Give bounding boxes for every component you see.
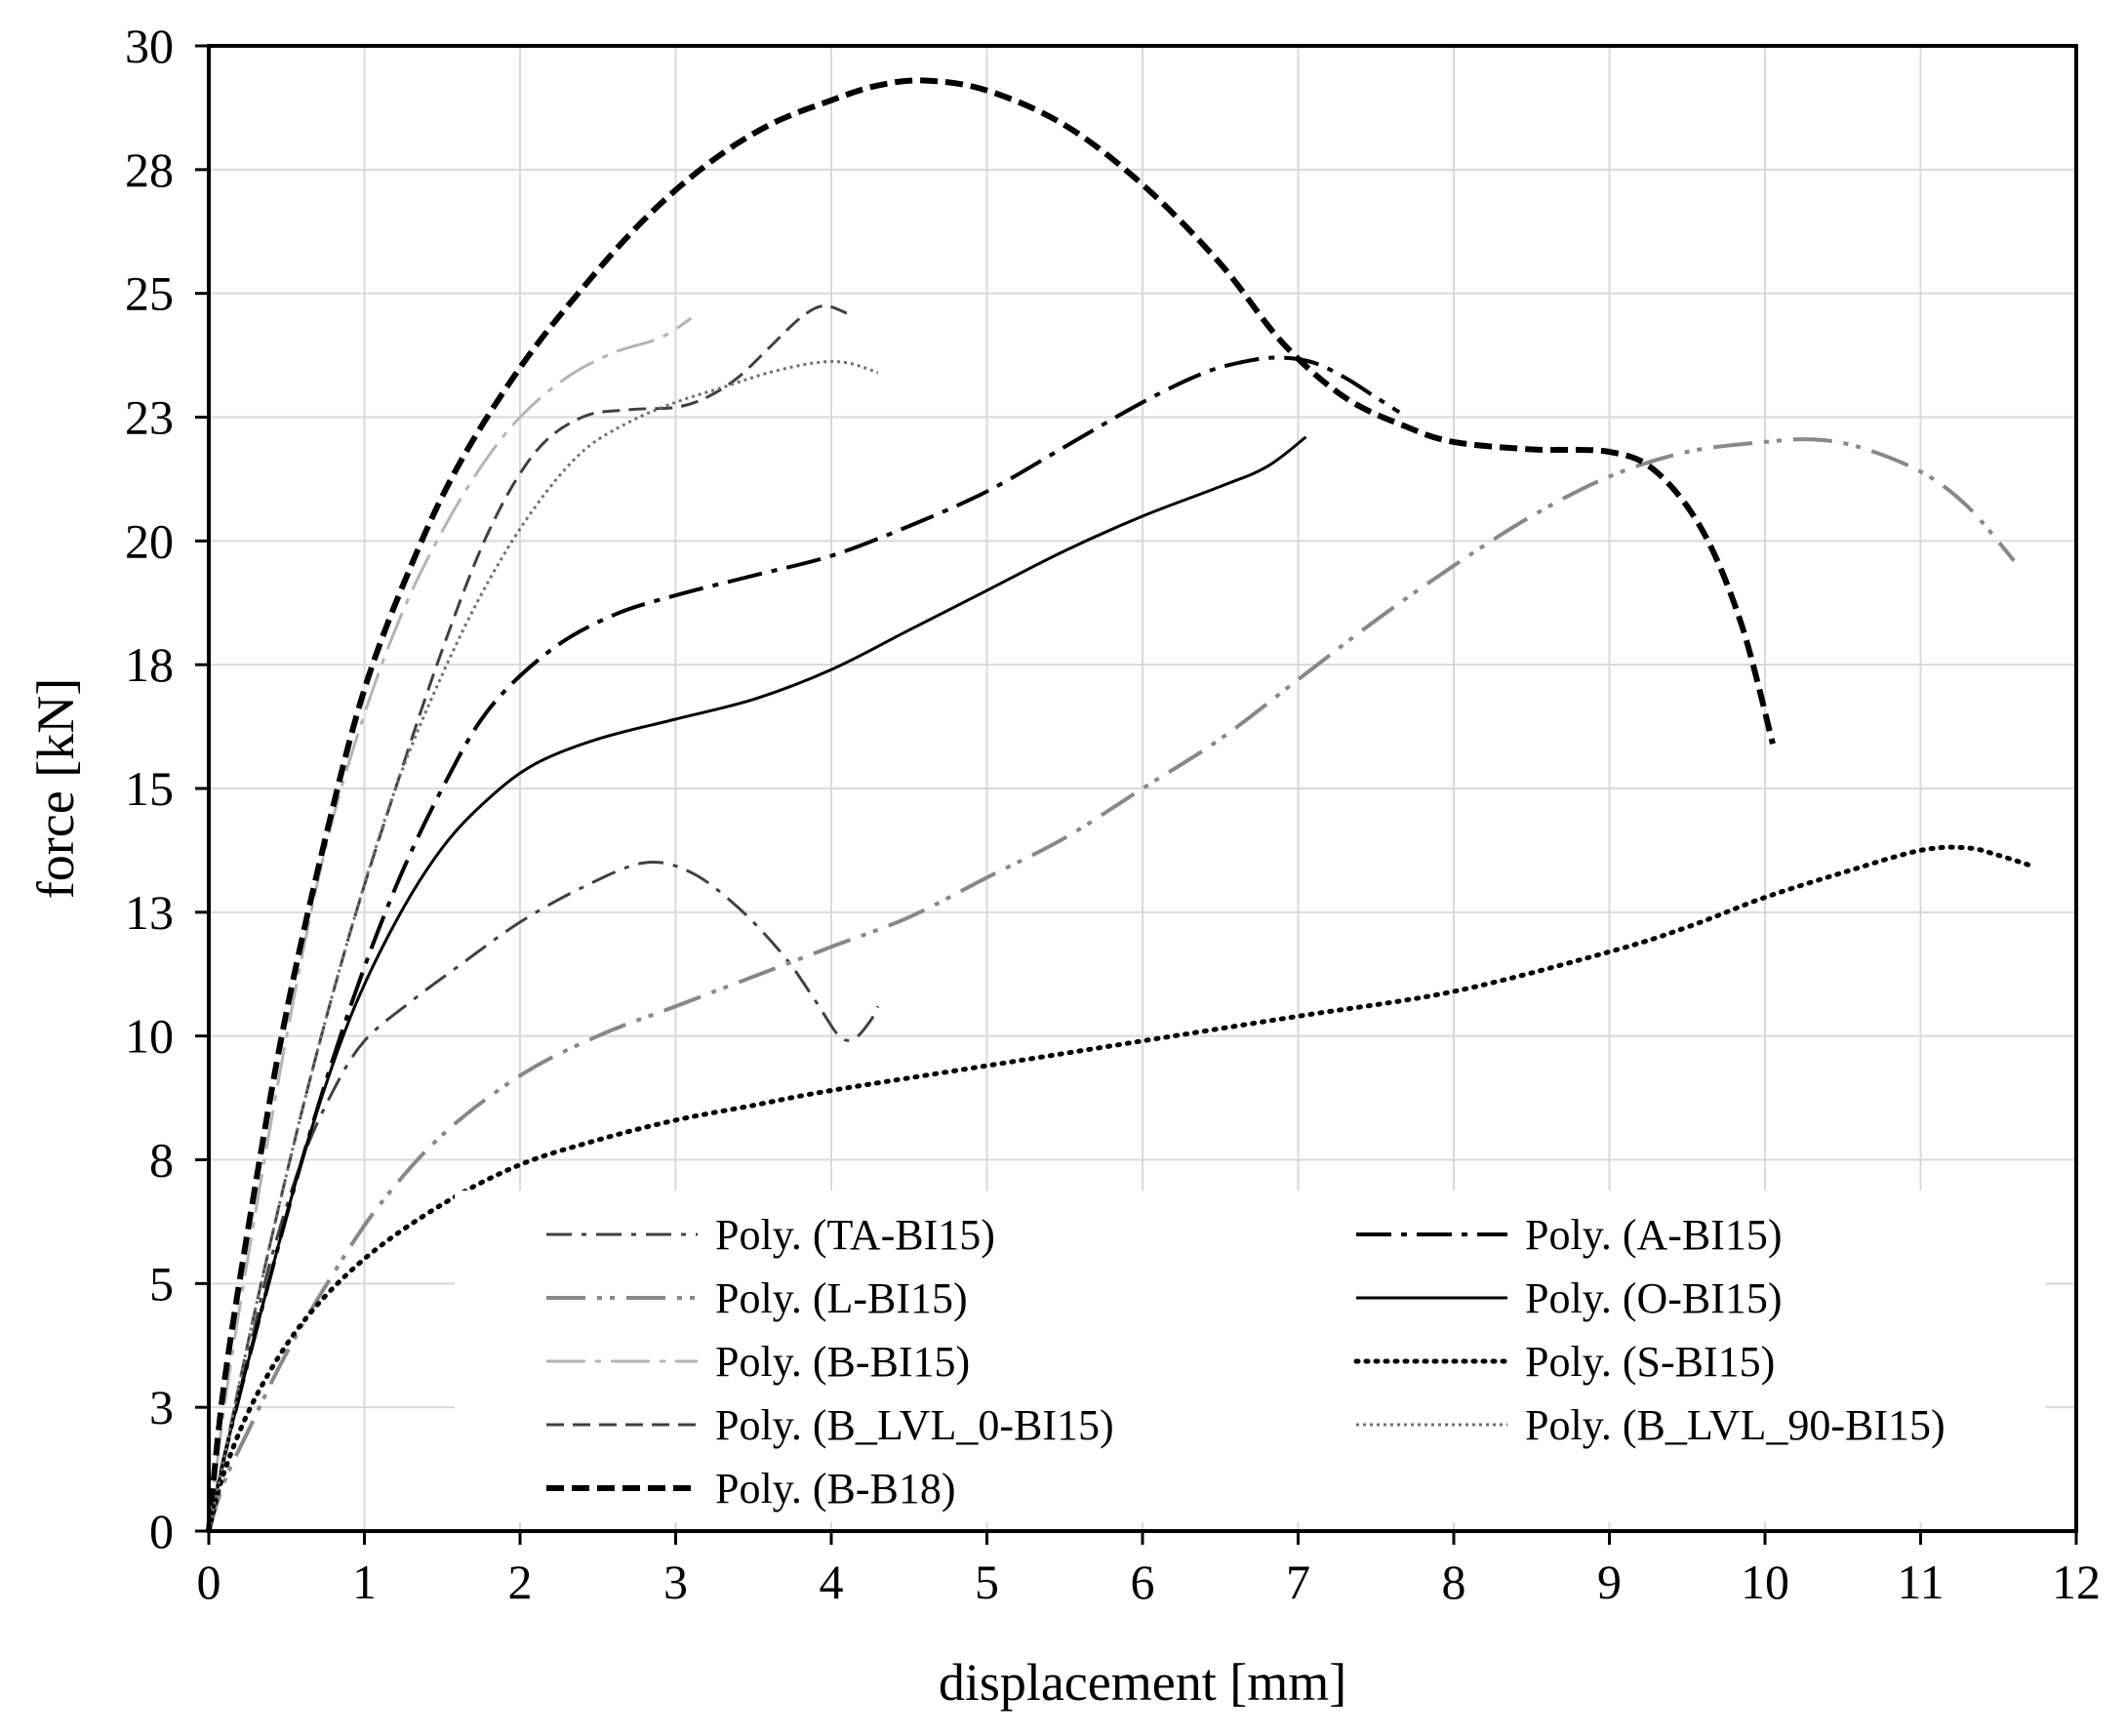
series-line-o-bi15 xyxy=(207,435,1307,1532)
y-tick-label-8: 20 xyxy=(125,513,174,568)
x-tick-label-10: 10 xyxy=(1741,1554,1789,1609)
legend-label-l-bi15: Poly. (L-BI15) xyxy=(715,1274,968,1322)
x-tick-label-1: 1 xyxy=(352,1554,377,1609)
series-line-b-bi15 xyxy=(207,316,693,1532)
x-tick-label-9: 9 xyxy=(1597,1554,1622,1609)
series-line-b-b18 xyxy=(206,77,1776,1532)
y-tick-label-1: 3 xyxy=(149,1380,174,1434)
legend-label-b-b18: Poly. (B-B18) xyxy=(715,1465,956,1513)
legend-label-o-bi15: Poly. (O-BI15) xyxy=(1525,1274,1783,1322)
legend: Poly. (TA-BI15) Poly. (L-BI15) Poly. (B-BI… xyxy=(455,1191,2045,1522)
x-tick-label-8: 8 xyxy=(1442,1554,1466,1609)
y-tick-label-2: 5 xyxy=(149,1256,174,1311)
series-line-l-bi15 xyxy=(207,437,2016,1532)
y-tick-label-6: 15 xyxy=(125,761,174,816)
y-tick-label-9: 23 xyxy=(125,390,174,445)
x-tick-label-11: 11 xyxy=(1897,1554,1944,1609)
y-tick-label-12: 30 xyxy=(125,19,174,73)
series-line-ta-bi15 xyxy=(207,861,880,1532)
legend-label-b-bi15: Poly. (B-BI15) xyxy=(715,1338,970,1386)
x-tick-label-4: 4 xyxy=(820,1554,844,1609)
y-tick-label-11: 28 xyxy=(125,142,174,197)
axis-ticks xyxy=(195,44,2078,1545)
y-tick-label-4: 10 xyxy=(125,1009,174,1064)
legend-label-a-bi15: Poly. (A-BI15) xyxy=(1525,1211,1783,1259)
legend-label-s-bi15: Poly. (S-BI15) xyxy=(1525,1338,1775,1386)
x-tick-label-6: 6 xyxy=(1131,1554,1155,1609)
legend-label-b-lvl-0-bi15: Poly. (B_LVL_0-BI15) xyxy=(715,1401,1114,1449)
y-tick-label-3: 8 xyxy=(149,1133,174,1188)
y-tick-label-0: 0 xyxy=(149,1504,174,1558)
series-group xyxy=(206,77,2032,1534)
legend-background xyxy=(455,1191,2045,1522)
x-tick-label-5: 5 xyxy=(975,1554,999,1609)
x-tick-label-3: 3 xyxy=(663,1554,688,1609)
x-tick-label-7: 7 xyxy=(1286,1554,1310,1609)
y-tick-label-7: 18 xyxy=(125,637,174,692)
x-tick-label-12: 12 xyxy=(2052,1554,2101,1609)
legend-label-b-lvl-90-bi15: Poly. (B_LVL_90-BI15) xyxy=(1525,1401,1945,1449)
x-axis-title: displacement [mm] xyxy=(939,1653,1346,1712)
y-axis-title: force [kN] xyxy=(26,678,85,899)
x-tick-label-0: 0 xyxy=(197,1554,221,1609)
series-line-s-bi15 xyxy=(206,844,2032,1534)
y-tick-label-10: 25 xyxy=(125,266,174,321)
legend-label-ta-bi15: Poly. (TA-BI15) xyxy=(715,1211,995,1259)
x-tick-label-2: 2 xyxy=(508,1554,533,1609)
y-tick-label-5: 13 xyxy=(125,885,174,940)
